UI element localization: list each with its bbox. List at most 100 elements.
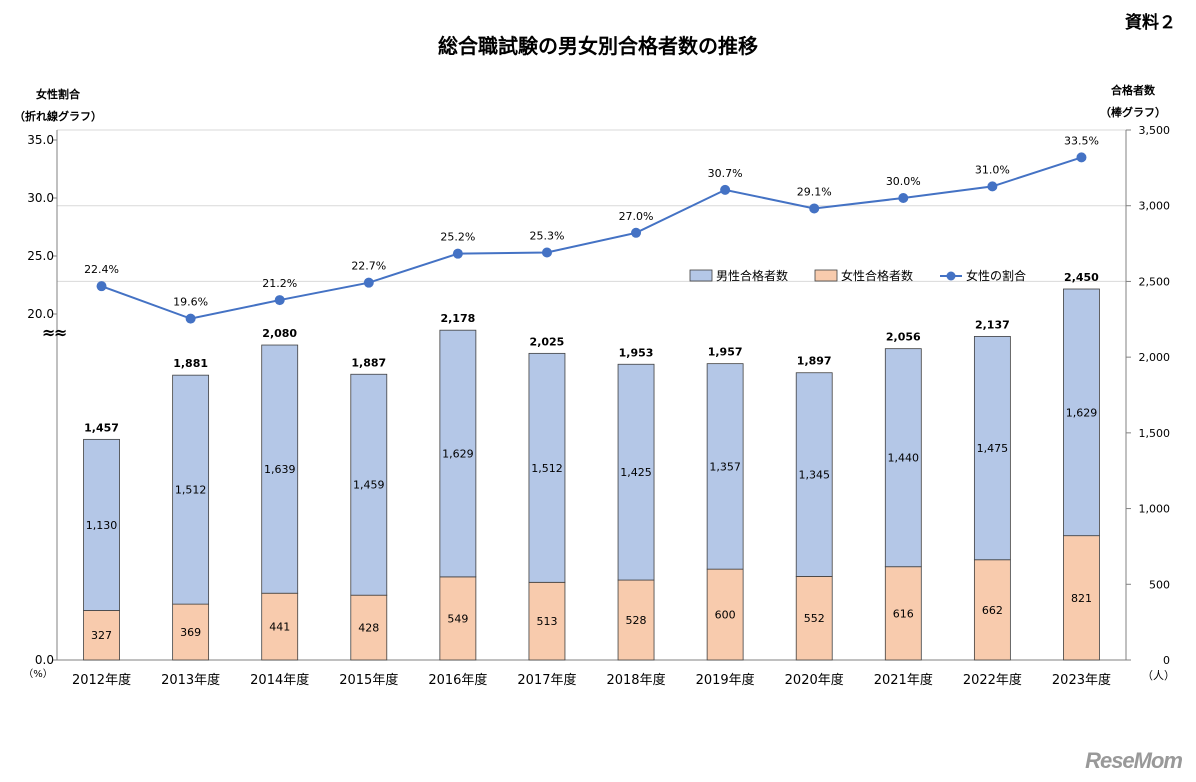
ratio-value-label: 25.3% <box>529 230 564 243</box>
total-value-label: 1,457 <box>84 421 119 434</box>
x-axis-category-label: 2023年度 <box>1052 672 1111 688</box>
total-value-label: 1,881 <box>173 357 208 370</box>
male-value-label: 1,512 <box>531 462 563 475</box>
male-value-label: 1,475 <box>977 442 1009 455</box>
right-axis-tick-label: 0 <box>1163 654 1170 667</box>
total-value-label: 2,178 <box>440 312 475 325</box>
ratio-value-label: 22.7% <box>351 260 386 273</box>
bar-female <box>350 594 388 661</box>
ratio-value-label: 30.7% <box>708 167 743 180</box>
bar-male <box>884 348 922 568</box>
right-axis-tick-label: 2,000 <box>1139 351 1171 364</box>
right-axis-tick-label: 500 <box>1149 578 1170 591</box>
ratio-point <box>541 247 552 258</box>
bar-male <box>1063 288 1100 537</box>
female-value-label: 327 <box>91 629 112 642</box>
ratio-point <box>898 193 909 203</box>
ratio-value-label: 21.2% <box>262 277 297 290</box>
right-axis-title-line1: 合格者数 <box>1111 84 1155 97</box>
bar-female <box>884 566 922 661</box>
total-value-label: 1,897 <box>797 355 832 368</box>
ratio-point <box>631 227 642 238</box>
left-axis-unit: （%） <box>23 668 53 680</box>
ratio-value-label: 30.0% <box>886 175 921 188</box>
ratio-point <box>363 277 374 288</box>
right-axis-tick-label: 3,500 <box>1139 124 1171 137</box>
total-value-label: 2,056 <box>886 331 921 344</box>
bar-female <box>528 581 566 661</box>
male-value-label: 1,440 <box>888 452 920 465</box>
total-value-label: 1,887 <box>351 356 386 369</box>
left-axis-tick-label: 35.0 <box>27 133 54 147</box>
ratio-point <box>1076 152 1087 163</box>
ratio-value-label: 22.4% <box>84 263 119 276</box>
x-axis-category-label: 2016年度 <box>428 672 487 688</box>
left-axis-title-line2: （折れ線グラフ） <box>14 110 102 123</box>
bar-female <box>795 576 833 661</box>
bar-male <box>617 363 655 581</box>
ratio-value-label: 27.0% <box>619 210 654 223</box>
bar-female <box>172 603 210 661</box>
bar-female <box>439 576 477 661</box>
left-axis-title: 女性割合 （折れ線グラフ） <box>14 84 102 128</box>
ratio-point <box>987 181 998 192</box>
legend-male-label: 男性合格者数 <box>716 268 788 283</box>
bar-male <box>350 373 388 596</box>
legend-male-swatch <box>689 269 713 282</box>
male-value-label: 1,345 <box>798 469 830 482</box>
male-value-label: 1,629 <box>1066 406 1098 419</box>
male-value-label: 1,629 <box>442 448 474 461</box>
male-value-label: 1,130 <box>86 519 118 532</box>
male-value-label: 1,425 <box>620 466 652 479</box>
female-value-label: 662 <box>982 604 1003 617</box>
bar-male <box>439 329 477 578</box>
bar-male <box>83 438 120 611</box>
right-axis-tick-label: 1,000 <box>1139 503 1171 516</box>
left-axis-title-line1: 女性割合 <box>36 88 80 101</box>
ratio-point <box>96 281 107 292</box>
ratio-point <box>274 295 285 306</box>
legend-female-swatch <box>814 269 838 282</box>
total-value-label: 1,957 <box>708 346 743 359</box>
legend-ratio-label: 女性の割合 <box>966 268 1026 283</box>
ratio-value-label: 19.6% <box>173 296 208 309</box>
x-axis-category-label: 2015年度 <box>339 672 398 688</box>
resemom-watermark: ReseMom <box>1085 748 1183 773</box>
x-axis-category-label: 2019年度 <box>696 672 755 688</box>
bar-male <box>528 352 566 583</box>
left-axis-tick-label: 0.0 <box>35 653 54 667</box>
ratio-point <box>185 313 196 324</box>
bar-male <box>172 374 210 605</box>
ratio-value-label: 25.2% <box>440 231 475 244</box>
female-value-label: 428 <box>358 622 379 635</box>
bar-female <box>261 592 299 661</box>
total-value-label: 2,080 <box>262 327 297 340</box>
ratio-point <box>720 184 731 195</box>
right-axis-tick-label: 2,500 <box>1139 275 1171 288</box>
bar-female <box>1063 535 1100 661</box>
right-axis-title-line2: （棒グラフ） <box>1100 106 1166 119</box>
male-value-label: 1,639 <box>264 463 296 476</box>
total-value-label: 2,137 <box>975 318 1010 331</box>
total-value-label: 1,953 <box>619 346 654 359</box>
female-value-label: 600 <box>715 609 736 622</box>
document-label: 資料２ <box>1125 13 1176 33</box>
ratio-line <box>101 156 1082 320</box>
bar-male <box>973 335 1011 561</box>
legend-female-label: 女性合格者数 <box>841 268 913 283</box>
x-axis-category-label: 2014年度 <box>250 672 309 688</box>
x-axis-category-label: 2020年度 <box>785 672 844 688</box>
x-axis-category-label: 2022年度 <box>963 672 1022 688</box>
left-axis-tick-label: 20.0 <box>27 307 54 321</box>
female-value-label: 552 <box>804 612 825 625</box>
female-value-label: 441 <box>269 621 290 634</box>
legend-ratio-marker <box>946 271 956 281</box>
x-axis-category-label: 2012年度 <box>72 672 131 688</box>
male-value-label: 1,512 <box>175 484 207 497</box>
right-axis-unit: （人） <box>1142 669 1175 682</box>
left-axis-tick-label: 25.0 <box>27 249 54 263</box>
bar-male <box>261 344 299 594</box>
female-value-label: 821 <box>1071 592 1092 605</box>
x-axis-category-label: 2013年度 <box>161 672 220 688</box>
